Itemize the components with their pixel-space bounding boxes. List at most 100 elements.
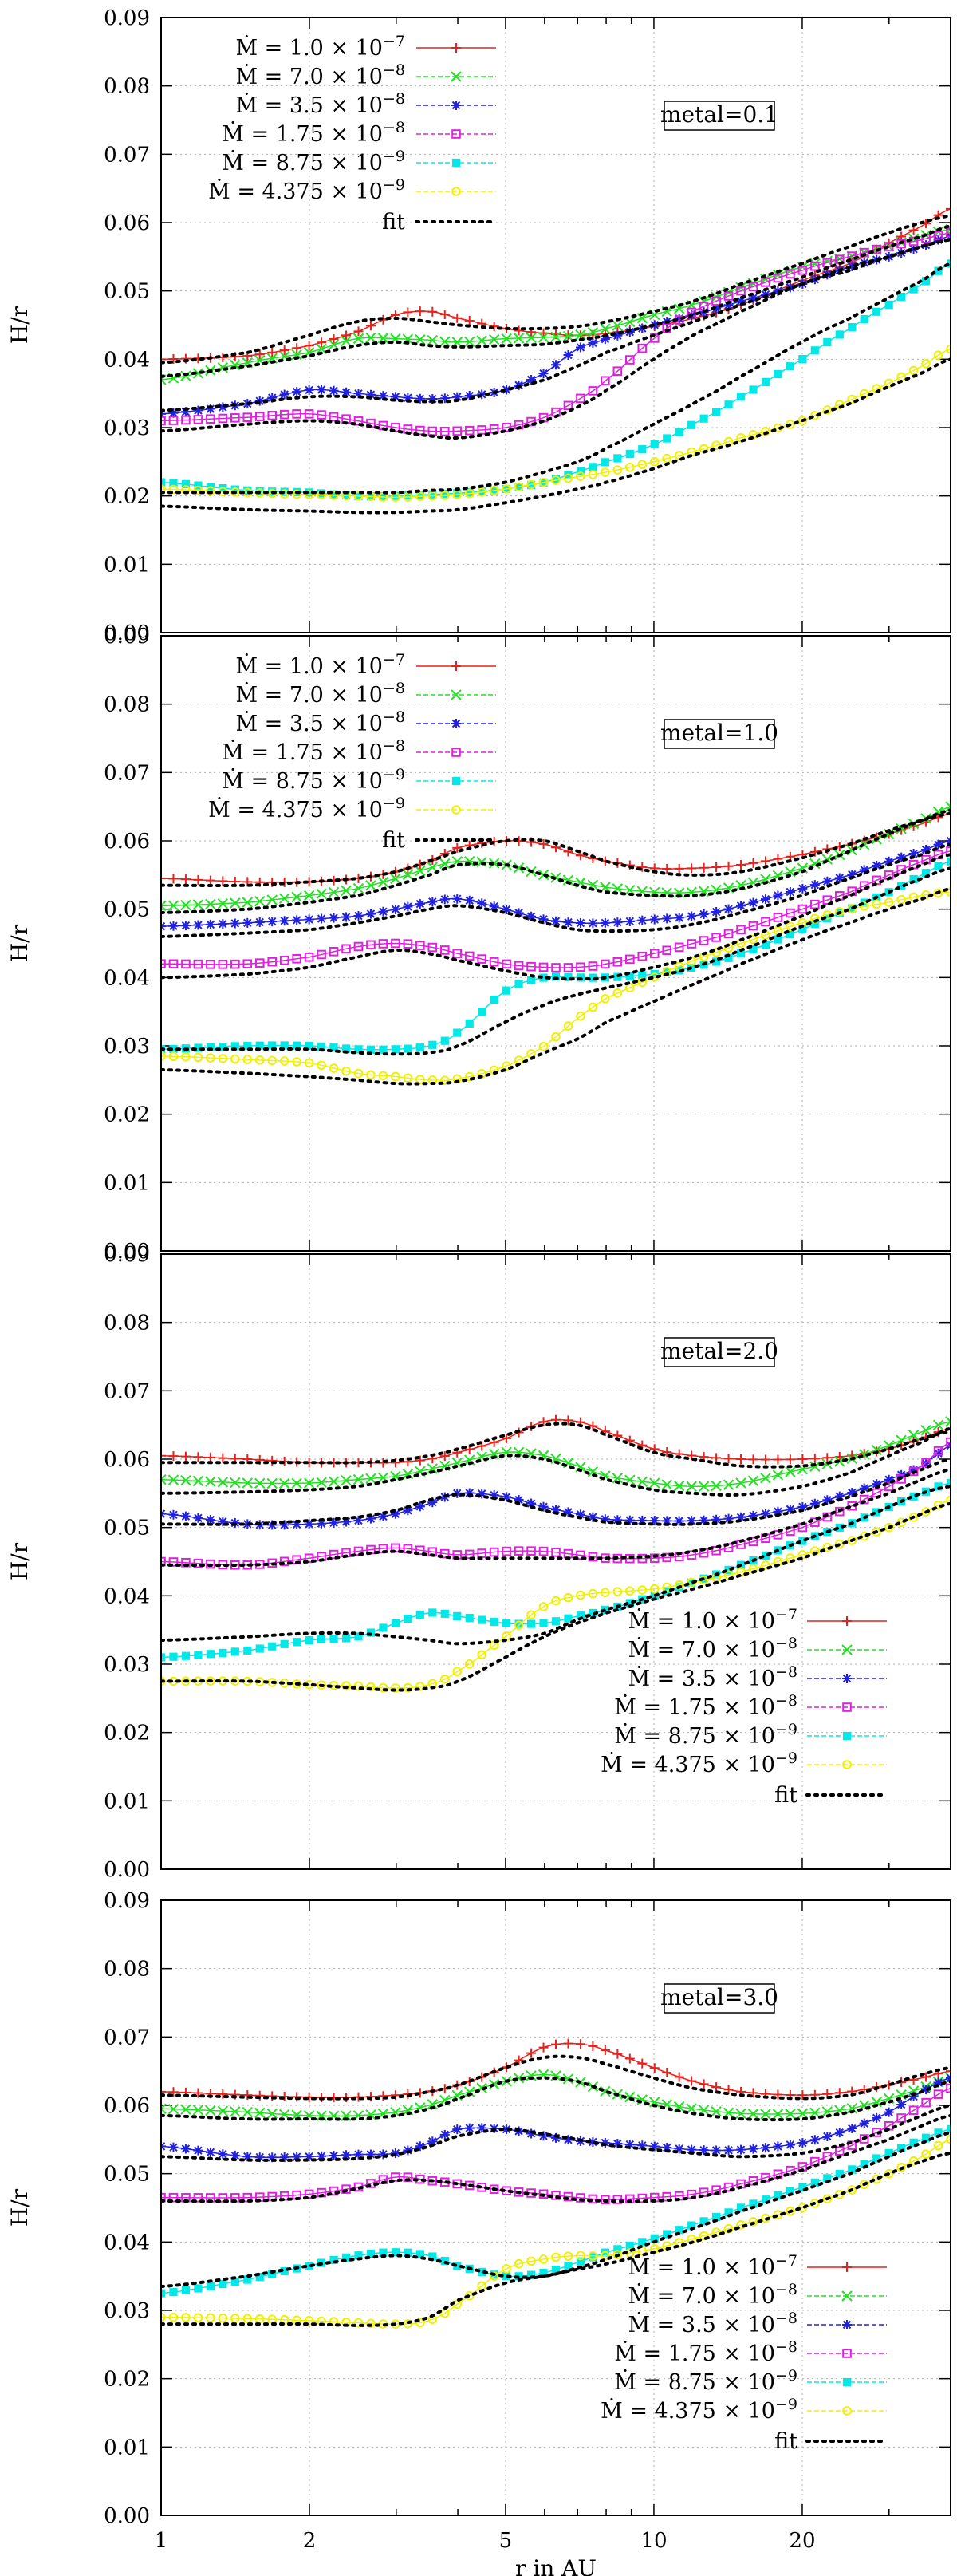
legend-label: Ṁ = 1.75 × 10−8 [222, 737, 405, 765]
data-point [439, 336, 451, 347]
data-point [723, 929, 734, 939]
data-point [884, 300, 893, 309]
data-point [760, 856, 770, 866]
data-point [427, 334, 439, 346]
data-point [267, 957, 278, 967]
data-point [242, 1477, 253, 1489]
panel-4: 0.00 0.01 0.02 0.03 0.04 0.05 0.06 0.07 0.08 0.09… [6, 1889, 951, 2528]
data-point [674, 314, 684, 324]
data-point [576, 471, 585, 481]
data-point [773, 913, 783, 922]
x-tick-label: 10 [640, 2529, 667, 2553]
data-point [440, 490, 449, 499]
data-point [650, 2234, 659, 2243]
data-point [699, 936, 709, 945]
data-point [675, 2226, 683, 2235]
data-point [317, 949, 326, 960]
data-point [206, 1650, 215, 1659]
series-5 [161, 857, 951, 1054]
data-point [181, 1651, 191, 1660]
data-point [798, 883, 808, 894]
data-point [390, 873, 401, 885]
data-point [908, 849, 919, 859]
data-point [305, 1635, 313, 1645]
data-point [551, 1032, 561, 1042]
data-point [254, 958, 265, 968]
fit-line [161, 238, 951, 440]
legend-label-text: Ṁ = 1.75 × 10 [614, 2340, 775, 2366]
data-point [600, 2085, 611, 2097]
data-point [514, 908, 524, 918]
data-point [786, 2165, 795, 2176]
data-point [242, 2090, 253, 2101]
x-tick-label: 2 [303, 2529, 317, 2553]
data-point [168, 874, 179, 884]
data-point [317, 385, 327, 395]
data-point [279, 1056, 289, 1066]
data-point [427, 491, 438, 501]
legend-swatch-marker [451, 158, 461, 168]
data-point [502, 2264, 511, 2274]
data-point [564, 1614, 573, 1623]
data-point [304, 385, 314, 395]
data-point [588, 1421, 598, 1431]
data-point [353, 326, 364, 337]
data-point [636, 313, 648, 324]
data-point [822, 876, 833, 886]
data-point [304, 1519, 314, 1529]
data-point [205, 875, 215, 886]
data-point [934, 862, 943, 870]
data-point [304, 952, 314, 962]
data-point [478, 1007, 486, 1016]
data-point [711, 862, 722, 872]
y-tick-label: 0.04 [104, 966, 150, 990]
data-point [687, 1450, 697, 1461]
data-point [514, 1619, 523, 1628]
data-point [194, 481, 203, 490]
data-point [649, 1516, 660, 1526]
data-point [600, 2138, 610, 2148]
legend-label: Ṁ = 1.75 × 10−8 [614, 1692, 798, 1720]
legend-swatch-marker [842, 2406, 852, 2416]
data-point [589, 2253, 597, 2262]
data-point [365, 2149, 376, 2160]
data-point [292, 343, 302, 353]
data-point [243, 1646, 252, 1655]
data-point [427, 2176, 438, 2186]
legend-label-text: Ṁ = 3.5 × 10 [235, 710, 383, 736]
data-point [624, 916, 635, 926]
data-point [403, 307, 413, 318]
data-point [896, 865, 906, 874]
data-point [169, 479, 178, 487]
series-1 [161, 203, 951, 365]
data-point [415, 1545, 425, 1556]
data-point [266, 1477, 278, 1489]
legend-label-text: Ṁ = 1.0 × 10 [628, 1608, 775, 1634]
legend-label: Ṁ = 4.375 × 10−9 [601, 1750, 798, 1777]
data-point [735, 1477, 746, 1489]
data-point [526, 2256, 536, 2266]
data-point [464, 336, 475, 347]
data-point [502, 986, 511, 995]
data-point [292, 409, 301, 419]
data-point [477, 954, 486, 964]
series-6 [161, 887, 951, 1085]
data-point [823, 2174, 832, 2183]
data-point [946, 857, 951, 866]
data-point [404, 2248, 412, 2257]
data-point [427, 897, 438, 907]
fit-line [161, 2113, 951, 2203]
data-point [526, 1619, 536, 1628]
fit-line [161, 811, 951, 887]
data-point [872, 2154, 881, 2163]
data-point [847, 869, 857, 879]
data-point [366, 1682, 376, 1692]
data-point [774, 369, 782, 379]
fit-line [161, 1485, 951, 1646]
data-point [699, 909, 709, 920]
legend-label-exponent: −7 [775, 1606, 798, 1623]
data-point [921, 869, 931, 878]
data-point [613, 454, 622, 463]
y-tick-label: 0.07 [104, 761, 150, 785]
data-point [501, 333, 512, 345]
